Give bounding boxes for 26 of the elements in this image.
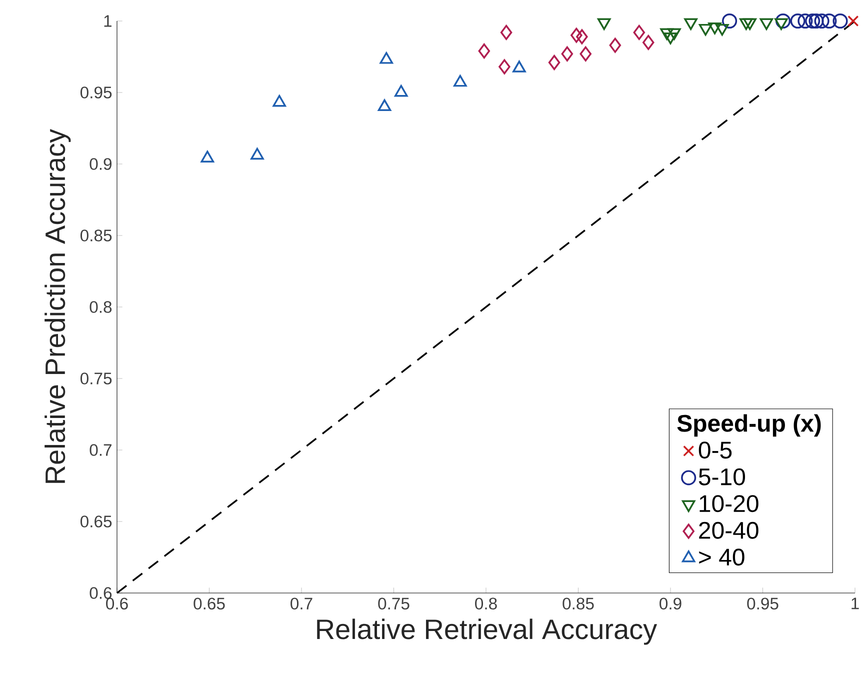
legend-title: Speed-up (x): [677, 414, 821, 437]
x-tick-label: 0.6: [106, 598, 128, 610]
legend-label: 0-5: [698, 442, 732, 459]
y-tick-label: 0.85: [80, 230, 112, 242]
x-tick-label: 0.8: [475, 598, 497, 610]
y-tick-label: 0.9: [90, 158, 112, 170]
y-tick-label: 0.8: [90, 301, 112, 313]
y-tick-label: 0.75: [80, 372, 112, 384]
x-axis-title: Relative Retrieval Accuracy: [317, 618, 658, 645]
legend-label: 10-20: [700, 495, 758, 512]
y-tick-label: 0.7: [90, 444, 112, 456]
x-tick-label: 0.9: [660, 598, 682, 610]
legend-label: > 40: [699, 548, 744, 566]
y-axis-title: Relative Prediction Accuracy: [44, 128, 71, 483]
x-tick-label: 0.7: [290, 598, 312, 610]
x-tick-label: 1: [852, 598, 859, 610]
x-tick-label: 0.95: [747, 598, 778, 610]
x-tick-label: 0.75: [378, 598, 410, 610]
legend-label: 5-10: [698, 468, 746, 486]
x-tick-label: 0.65: [194, 598, 225, 610]
y-tick-label: 0.65: [80, 516, 112, 528]
legend-label: 20-40: [699, 522, 758, 539]
y-tick-label: 1: [104, 15, 112, 27]
x-tick-label: 0.85: [562, 598, 594, 610]
y-tick-label: 0.6: [90, 587, 112, 599]
y-tick-label: 0.95: [80, 86, 112, 98]
